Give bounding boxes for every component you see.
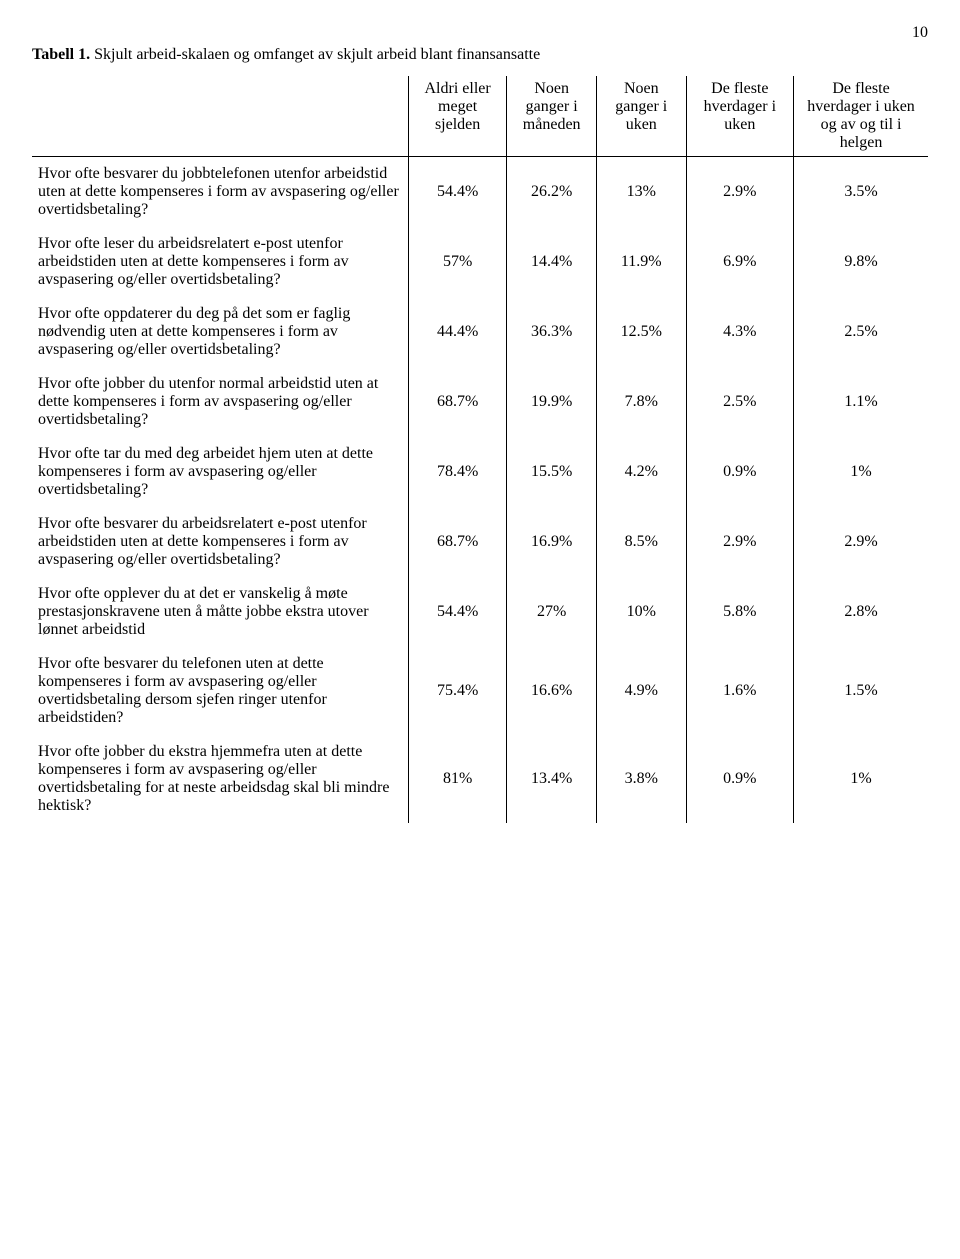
table-header-row: Aldri eller meget sjelden Noen ganger i …	[32, 76, 928, 157]
data-cell: 19.9%	[507, 367, 597, 437]
caption-rest: Skjult arbeid-skalaen og omfanget av skj…	[90, 46, 540, 63]
data-cell: 13%	[596, 157, 686, 228]
header-c4: De fleste hverdager i uken	[686, 76, 794, 157]
data-cell: 0.9%	[686, 735, 794, 823]
data-cell: 57%	[408, 227, 507, 297]
table-row: Hvor ofte besvarer du jobbtelefonen uten…	[32, 157, 928, 228]
data-cell: 68.7%	[408, 507, 507, 577]
data-cell: 3.8%	[596, 735, 686, 823]
table-row: Hvor ofte tar du med deg arbeidet hjem u…	[32, 437, 928, 507]
table-row: Hvor ofte jobber du ekstra hjemmefra ute…	[32, 735, 928, 823]
data-cell: 1.1%	[794, 367, 928, 437]
table-row: Hvor ofte leser du arbeidsrelatert e-pos…	[32, 227, 928, 297]
data-cell: 81%	[408, 735, 507, 823]
data-cell: 3.5%	[794, 157, 928, 228]
data-cell: 1.6%	[686, 647, 794, 735]
data-cell: 4.2%	[596, 437, 686, 507]
table-caption: Tabell 1. Skjult arbeid-skalaen og omfan…	[32, 46, 928, 64]
data-cell: 2.5%	[686, 367, 794, 437]
data-cell: 12.5%	[596, 297, 686, 367]
question-cell: Hvor ofte jobber du ekstra hjemmefra ute…	[32, 735, 408, 823]
data-cell: 54.4%	[408, 577, 507, 647]
data-cell: 8.5%	[596, 507, 686, 577]
question-cell: Hvor ofte besvarer du arbeidsrelatert e-…	[32, 507, 408, 577]
data-cell: 44.4%	[408, 297, 507, 367]
table-row: Hvor ofte jobber du utenfor normal arbei…	[32, 367, 928, 437]
data-cell: 2.8%	[794, 577, 928, 647]
data-cell: 15.5%	[507, 437, 597, 507]
data-cell: 14.4%	[507, 227, 597, 297]
data-table: Aldri eller meget sjelden Noen ganger i …	[32, 76, 928, 823]
data-cell: 0.9%	[686, 437, 794, 507]
data-cell: 68.7%	[408, 367, 507, 437]
page-number: 10	[32, 24, 928, 42]
data-cell: 16.6%	[507, 647, 597, 735]
data-cell: 1%	[794, 437, 928, 507]
data-cell: 1.5%	[794, 647, 928, 735]
question-cell: Hvor ofte besvarer du jobbtelefonen uten…	[32, 157, 408, 228]
data-cell: 2.5%	[794, 297, 928, 367]
header-c1: Aldri eller meget sjelden	[408, 76, 507, 157]
data-cell: 2.9%	[686, 507, 794, 577]
data-cell: 1%	[794, 735, 928, 823]
header-c3: Noen ganger i uken	[596, 76, 686, 157]
header-c2: Noen ganger i måneden	[507, 76, 597, 157]
table-row: Hvor ofte opplever du at det er vanskeli…	[32, 577, 928, 647]
data-cell: 6.9%	[686, 227, 794, 297]
data-cell: 9.8%	[794, 227, 928, 297]
table-row: Hvor ofte besvarer du arbeidsrelatert e-…	[32, 507, 928, 577]
data-cell: 36.3%	[507, 297, 597, 367]
question-cell: Hvor ofte oppdaterer du deg på det som e…	[32, 297, 408, 367]
data-cell: 4.3%	[686, 297, 794, 367]
header-c5: De fleste hverdager i uken og av og til …	[794, 76, 928, 157]
data-cell: 4.9%	[596, 647, 686, 735]
data-cell: 27%	[507, 577, 597, 647]
data-cell: 10%	[596, 577, 686, 647]
question-cell: Hvor ofte leser du arbeidsrelatert e-pos…	[32, 227, 408, 297]
data-cell: 78.4%	[408, 437, 507, 507]
data-cell: 13.4%	[507, 735, 597, 823]
data-cell: 16.9%	[507, 507, 597, 577]
question-cell: Hvor ofte jobber du utenfor normal arbei…	[32, 367, 408, 437]
question-cell: Hvor ofte tar du med deg arbeidet hjem u…	[32, 437, 408, 507]
data-cell: 75.4%	[408, 647, 507, 735]
data-cell: 54.4%	[408, 157, 507, 228]
data-cell: 7.8%	[596, 367, 686, 437]
question-cell: Hvor ofte besvarer du telefonen uten at …	[32, 647, 408, 735]
table-row: Hvor ofte oppdaterer du deg på det som e…	[32, 297, 928, 367]
data-cell: 2.9%	[794, 507, 928, 577]
caption-prefix: Tabell 1.	[32, 46, 90, 63]
data-cell: 2.9%	[686, 157, 794, 228]
header-question	[32, 76, 408, 157]
question-cell: Hvor ofte opplever du at det er vanskeli…	[32, 577, 408, 647]
data-cell: 11.9%	[596, 227, 686, 297]
data-cell: 5.8%	[686, 577, 794, 647]
table-row: Hvor ofte besvarer du telefonen uten at …	[32, 647, 928, 735]
data-cell: 26.2%	[507, 157, 597, 228]
